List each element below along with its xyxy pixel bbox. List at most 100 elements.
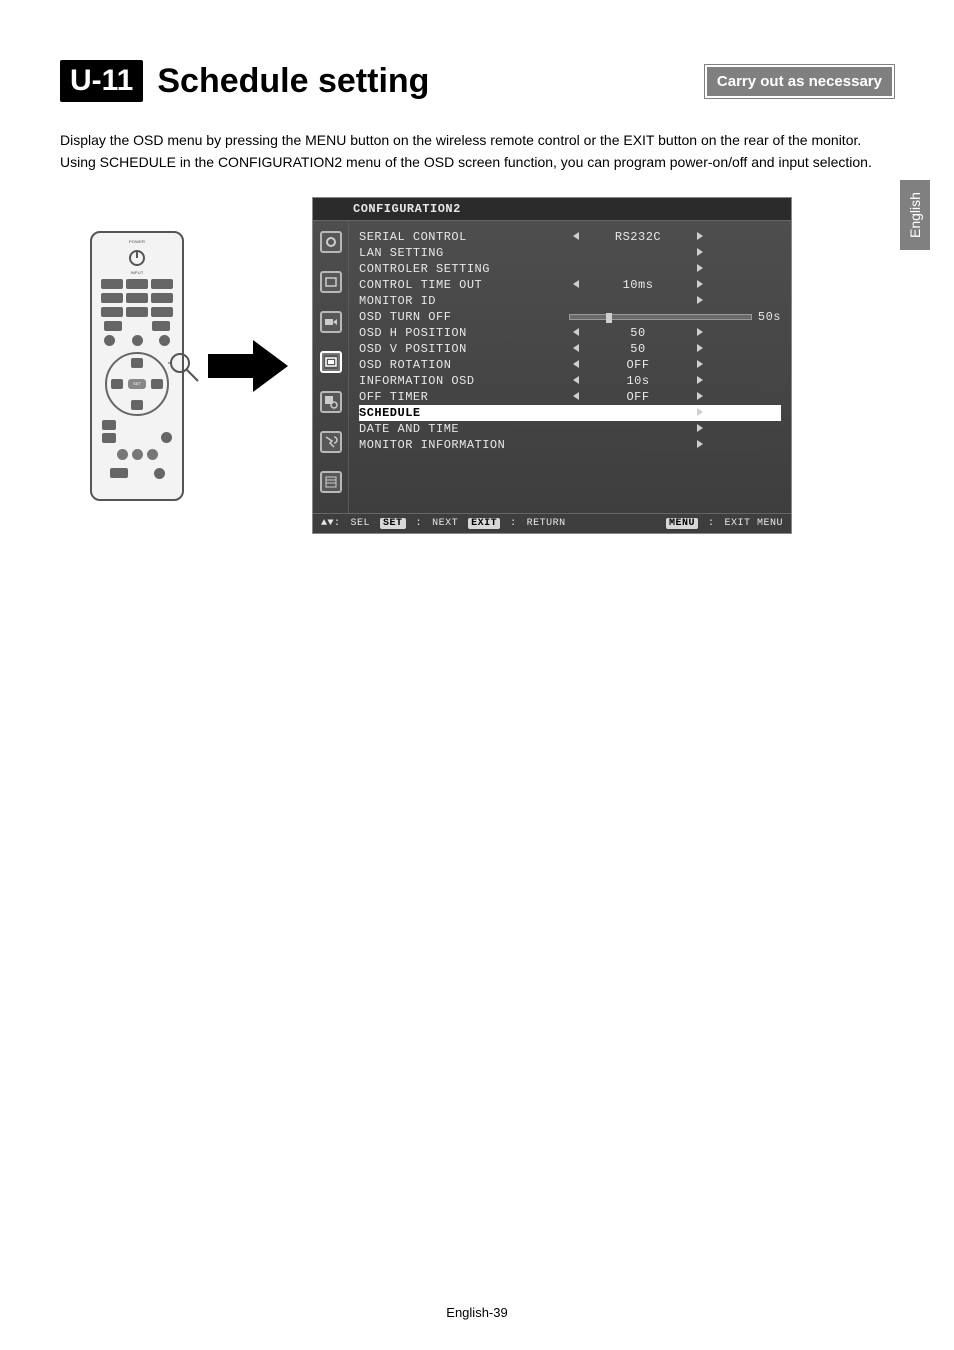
left-arrow-icon [569, 278, 583, 292]
osd-slider: 50s [569, 310, 781, 324]
arrow-icon [208, 336, 288, 396]
osd-row-name: OFF TIMER [359, 390, 569, 404]
right-arrow-icon [693, 326, 707, 340]
foot-return: RETURN [527, 518, 566, 529]
right-arrow-icon [693, 262, 707, 276]
osd-row-name: OSD TURN OFF [359, 310, 569, 324]
remote-row-1 [101, 279, 173, 289]
foot-sel: SEL [351, 518, 371, 529]
osd-tab-icon-4-selected [320, 351, 342, 373]
right-arrow-icon [693, 278, 707, 292]
right-arrow-icon [693, 246, 707, 260]
osd-row-value: OFF [583, 358, 693, 372]
remote-row-bottom [110, 468, 165, 479]
osd-tab-icon-6 [320, 431, 342, 453]
osd-row-monitor-information: MONITOR INFORMATION [359, 437, 781, 453]
osd-row-osd-v-position: OSD V POSITION 50 [359, 341, 781, 357]
right-arrow-icon [693, 422, 707, 436]
set-button-label: SET [128, 379, 146, 389]
remote-row-2 [101, 293, 173, 303]
foot-exitmenu: EXIT MENU [724, 518, 783, 529]
osd-row-schedule: SCHEDULE [359, 405, 781, 421]
header: U-11 Schedule setting Carry out as neces… [60, 60, 894, 102]
left-arrow-icon [569, 358, 583, 372]
remote-row-4 [104, 321, 170, 331]
osd-tab-icon-7 [320, 471, 342, 493]
foot-next: NEXT [432, 518, 458, 529]
osd-row-name: DATE AND TIME [359, 422, 569, 436]
osd-row-name: MONITOR ID [359, 294, 569, 308]
osd-screenshot: CONFIGURATION2 SERIAL CONTROL RS232C LAN S… [312, 197, 792, 534]
section-chip: U-11 [60, 60, 143, 102]
osd-row-name: CONTROLER SETTING [359, 262, 569, 276]
nav-updown-icon: ▲▼: [321, 518, 341, 529]
osd-row-information-osd: INFORMATION OSD 10s [359, 373, 781, 389]
foot-set-key: SET [380, 518, 406, 529]
power-button-icon [129, 250, 145, 266]
osd-row-value: 50 [583, 326, 693, 340]
osd-title: CONFIGURATION2 [313, 198, 791, 221]
remote-lower [98, 420, 176, 443]
remote-row-5 [98, 335, 176, 346]
osd-row-name: MONITOR INFORMATION [359, 438, 569, 452]
intro-text: Display the OSD menu by pressing the MEN… [60, 130, 894, 173]
osd-icon-column [313, 221, 349, 513]
right-arrow-icon [693, 374, 707, 388]
osd-row-name: SCHEDULE [359, 406, 569, 420]
left-arrow-icon [569, 230, 583, 244]
necessity-badge: Carry out as necessary [705, 65, 894, 98]
osd-row-value: 50 [583, 342, 693, 356]
osd-row-name: LAN SETTING [359, 246, 569, 260]
osd-row-value: 10s [583, 374, 693, 388]
right-arrow-icon [693, 406, 707, 420]
osd-row-controler-setting: CONTROLER SETTING [359, 261, 781, 277]
remote-row-3 [101, 307, 173, 317]
osd-tab-icon-2 [320, 271, 342, 293]
left-arrow-icon [569, 374, 583, 388]
osd-row-lan-setting: LAN SETTING [359, 245, 781, 261]
osd-row-date-and-time: DATE AND TIME [359, 421, 781, 437]
osd-row-value: RS232C [583, 230, 693, 244]
osd-row-osd-h-position: OSD H POSITION 50 [359, 325, 781, 341]
foot-menu-key: MENU [666, 518, 698, 529]
intro-line-2: Using SCHEDULE in the CONFIGURATION2 men… [60, 154, 872, 170]
figure-row: POWER INPUT SET [60, 197, 894, 534]
osd-row-name: CONTROL TIME OUT [359, 278, 569, 292]
foot-exit-key: EXIT [468, 518, 500, 529]
osd-row-name: OSD H POSITION [359, 326, 569, 340]
right-arrow-icon [693, 390, 707, 404]
osd-row-name: OSD V POSITION [359, 342, 569, 356]
osd-row-serial-control: SERIAL CONTROL RS232C [359, 229, 781, 245]
input-label: INPUT [131, 270, 144, 275]
right-arrow-icon [693, 294, 707, 308]
osd-row-name: OSD ROTATION [359, 358, 569, 372]
osd-row-osd-rotation: OSD ROTATION OFF [359, 357, 781, 373]
right-arrow-icon [693, 358, 707, 372]
osd-row-control-time-out: CONTROL TIME OUT 10ms [359, 277, 781, 293]
page-title: Schedule setting [157, 62, 429, 101]
osd-row-value: 10ms [583, 278, 693, 292]
osd-row-value: OFF [583, 390, 693, 404]
osd-row-monitor-id: MONITOR ID [359, 293, 781, 309]
osd-row-off-timer: OFF TIMER OFF [359, 389, 781, 405]
magnifier-icon [168, 351, 208, 391]
page-footer: English-39 [0, 1305, 954, 1320]
remote-color-row [117, 449, 158, 460]
right-arrow-icon [693, 342, 707, 356]
intro-line-1: Display the OSD menu by pressing the MEN… [60, 132, 861, 148]
osd-row-name: INFORMATION OSD [359, 374, 569, 388]
left-arrow-icon [569, 342, 583, 356]
left-arrow-icon [569, 390, 583, 404]
osd-tab-icon-3 [320, 311, 342, 333]
osd-body: SERIAL CONTROL RS232C LAN SETTING CONTROLER… [313, 221, 791, 513]
osd-row-name: SERIAL CONTROL [359, 230, 569, 244]
osd-menu-list: SERIAL CONTROL RS232C LAN SETTING CONTROLER… [349, 221, 791, 513]
osd-row-osd-turn-off: OSD TURN OFF 50s [359, 309, 781, 325]
right-arrow-icon [693, 438, 707, 452]
language-tab: English [900, 180, 930, 250]
osd-slider-value: 50s [758, 310, 781, 324]
left-arrow-icon [569, 326, 583, 340]
page: U-11 Schedule setting Carry out as neces… [0, 0, 954, 1350]
osd-tab-icon-5 [320, 391, 342, 413]
osd-footer-bar: ▲▼:SEL SET:NEXT EXIT:RETURN MENU:EXIT ME… [313, 513, 791, 533]
